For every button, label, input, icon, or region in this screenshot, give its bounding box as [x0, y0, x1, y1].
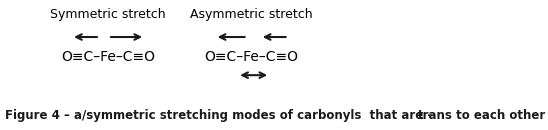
Text: Symmetric stretch: Symmetric stretch	[50, 8, 166, 21]
Text: trans: trans	[418, 109, 453, 122]
Text: O≡C–Fe–C≡O: O≡C–Fe–C≡O	[61, 50, 155, 64]
Text: to each other: to each other	[452, 109, 545, 122]
Text: Asymmetric stretch: Asymmetric stretch	[190, 8, 313, 21]
Text: Figure 4 – a/symmetric stretching modes of carbonyls  that are -: Figure 4 – a/symmetric stretching modes …	[5, 109, 433, 122]
Text: O≡C–Fe–C≡O: O≡C–Fe–C≡O	[204, 50, 299, 64]
